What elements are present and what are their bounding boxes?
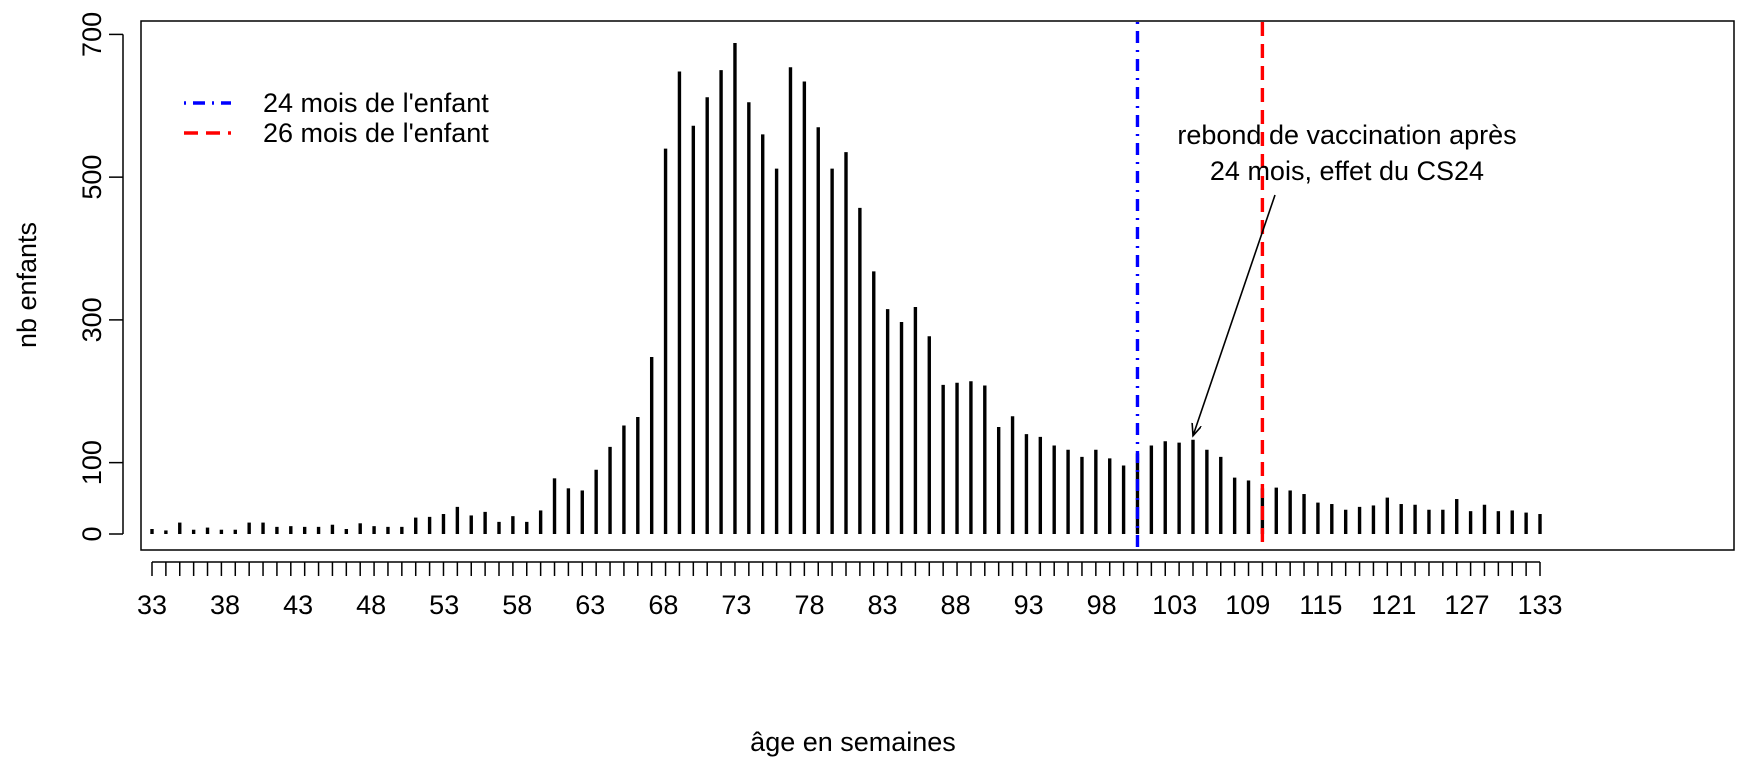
- x-tick-label: 48: [356, 590, 386, 620]
- y-tick-label: 500: [77, 155, 107, 200]
- x-tick-label: 58: [502, 590, 532, 620]
- x-tick-label: 38: [210, 590, 240, 620]
- y-tick-label: 0: [77, 526, 107, 541]
- y-tick-label: 300: [77, 297, 107, 342]
- x-tick-label: 133: [1517, 590, 1562, 620]
- annotation: rebond de vaccination après 24 mois, effe…: [1177, 120, 1517, 436]
- reference-lines: [1135, 22, 1265, 549]
- x-tick-label: 121: [1371, 590, 1416, 620]
- y-axis-label: nb enfants: [12, 222, 42, 348]
- x-tick-label: 127: [1444, 590, 1489, 620]
- x-tick-label: 53: [429, 590, 459, 620]
- x-tick-label: 43: [283, 590, 313, 620]
- x-tick-label: 93: [1014, 590, 1044, 620]
- x-tick-label: 88: [941, 590, 971, 620]
- y-axis: 0 100 300 500 700: [77, 12, 124, 542]
- x-axis: 33 38 43 48 53 58 63 68 73 78 83 88 93 98 103 109 115 121…: [137, 561, 1563, 620]
- annotation-arrow: [1193, 194, 1276, 436]
- x-tick-label: 115: [1299, 590, 1342, 620]
- legend-label: 24 mois de l'enfant: [263, 88, 489, 118]
- x-tick-label: 103: [1152, 590, 1197, 620]
- x-tick-label: 98: [1087, 590, 1117, 620]
- y-tick-label: 100: [77, 440, 107, 485]
- legend-label: 26 mois de l'enfant: [263, 118, 489, 148]
- x-tick-label: 109: [1225, 590, 1270, 620]
- x-tick-label: 63: [575, 590, 605, 620]
- x-tick-label: 68: [648, 590, 678, 620]
- x-tick-label: 83: [868, 590, 898, 620]
- x-axis-label: âge en semaines: [750, 727, 956, 757]
- x-tick-label: 78: [794, 590, 824, 620]
- annotation-text: rebond de vaccination après: [1177, 120, 1516, 150]
- y-tick-label: 700: [77, 12, 107, 57]
- x-tick-label: 33: [137, 590, 167, 620]
- x-tick-label: 73: [721, 590, 751, 620]
- bars: [150, 42, 1542, 534]
- plot-frame: [140, 20, 1735, 551]
- annotation-text: 24 mois, effet du CS24: [1210, 156, 1484, 186]
